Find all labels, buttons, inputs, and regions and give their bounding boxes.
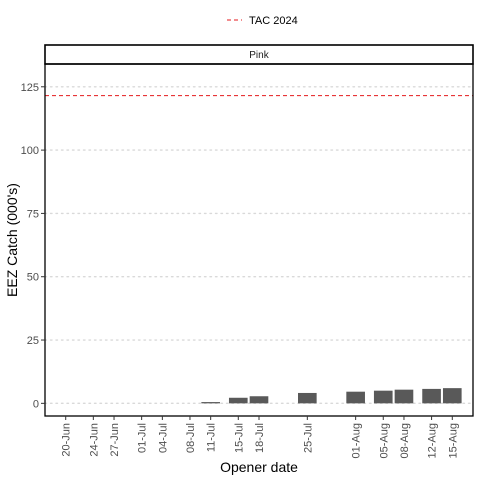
legend-label-tac: TAC 2024 bbox=[249, 15, 298, 27]
gridlines bbox=[44, 86, 474, 405]
y-tick-label: 25 bbox=[27, 335, 39, 347]
x-tick-label: 24-Jun bbox=[88, 423, 100, 457]
x-tick-label: 11-Jul bbox=[206, 423, 218, 452]
bar bbox=[442, 388, 462, 404]
x-tick-label: 05-Aug bbox=[378, 423, 390, 458]
y-axis: 0 25 50 75 100 125 bbox=[21, 82, 45, 410]
bar bbox=[298, 392, 317, 404]
x-tick-label: 04-Jul bbox=[157, 423, 169, 453]
bar bbox=[373, 390, 393, 404]
x-tick-label: 25-Jul bbox=[302, 423, 314, 453]
bar bbox=[201, 402, 220, 404]
bar bbox=[422, 388, 441, 404]
y-tick-label: 100 bbox=[21, 145, 39, 157]
bars bbox=[201, 388, 462, 404]
x-tick-label: 18-Jul bbox=[254, 423, 266, 453]
x-tick-label: 01-Aug bbox=[351, 423, 363, 458]
y-tick-label: 50 bbox=[27, 272, 39, 284]
y-axis-title: EEZ Catch (000's) bbox=[4, 183, 20, 297]
x-tick-label: 01-Jul bbox=[137, 423, 149, 453]
legend: TAC 2024 bbox=[227, 15, 298, 27]
plot-panel bbox=[44, 63, 474, 417]
x-tick-label: 12-Aug bbox=[427, 423, 439, 458]
bar bbox=[228, 397, 248, 404]
y-tick-label: 0 bbox=[33, 398, 39, 410]
bar bbox=[249, 396, 269, 404]
x-axis: 20-Jun 24-Jun 27-Jun 01-Jul 04-Jul 08-Jul 11-J… bbox=[61, 416, 459, 458]
x-tick-label: 15-Aug bbox=[447, 423, 459, 458]
x-tick-label: 08-Aug bbox=[399, 423, 411, 458]
x-tick-label: 08-Jul bbox=[185, 423, 197, 453]
x-axis-title: Opener date bbox=[220, 459, 298, 475]
y-tick-label: 75 bbox=[27, 208, 39, 220]
panel-border bbox=[44, 63, 474, 417]
y-tick-label: 125 bbox=[21, 82, 39, 94]
facet-strip-label: Pink bbox=[249, 50, 269, 61]
x-tick-label: 20-Jun bbox=[61, 423, 73, 457]
bar bbox=[346, 391, 365, 404]
bar bbox=[394, 389, 414, 404]
facet-strip: Pink bbox=[44, 44, 474, 65]
x-tick-label: 15-Jul bbox=[233, 423, 245, 453]
x-tick-label: 27-Jun bbox=[109, 423, 121, 457]
